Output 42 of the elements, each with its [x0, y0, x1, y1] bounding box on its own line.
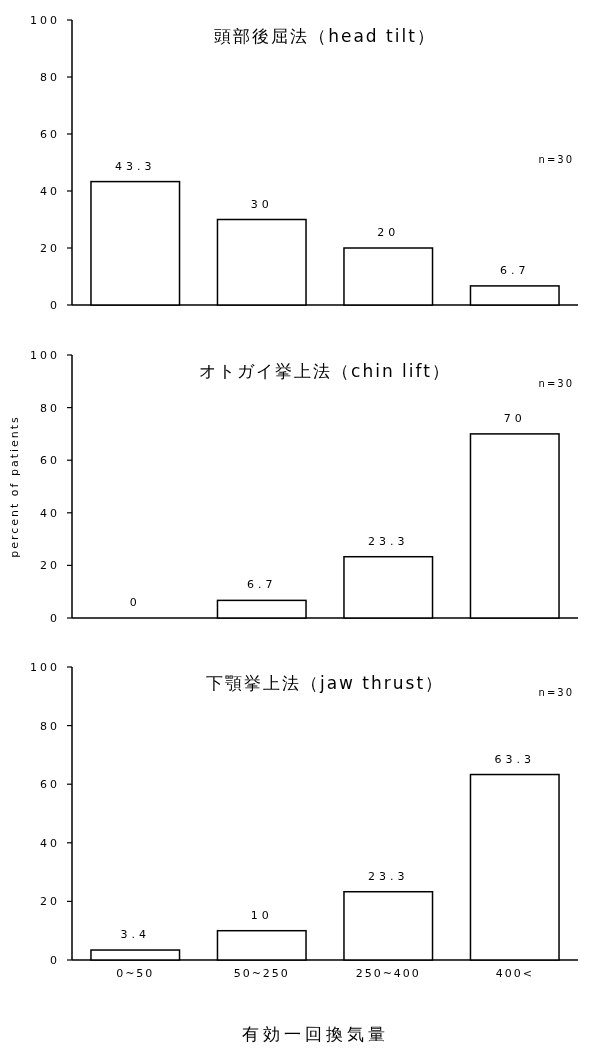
data-label: 23.3 [368, 534, 409, 548]
y-tick-label: 0 [50, 612, 60, 625]
y-tick-label: 100 [30, 349, 60, 362]
chart-title: オトガイ挙上法（chin lift） [199, 361, 451, 381]
x-tick-label: 250~400 [355, 967, 421, 980]
data-label: 20 [377, 226, 400, 239]
annotation: n=30 [538, 377, 574, 389]
y-tick-label: 20 [40, 895, 60, 909]
y-tick-label: 80 [40, 401, 60, 415]
data-label: 6.7 [500, 263, 530, 277]
data-label: 6.7 [247, 578, 277, 592]
y-tick-label: 20 [40, 242, 60, 255]
chart-title: 頭部後屈法（head tilt） [214, 26, 436, 46]
y-tick-label: 60 [40, 778, 60, 792]
annotation: n=30 [538, 687, 574, 699]
y-tick-label: 40 [40, 185, 60, 198]
x-axis-title: 有効一回換気量 [241, 1024, 389, 1044]
y-tick-label: 40 [40, 836, 60, 850]
data-label: 30 [250, 197, 273, 211]
y-tick-label: 60 [40, 454, 60, 468]
x-tick-label: 0~50 [116, 967, 155, 980]
chart-title: 下顎挙上法（jaw thrust） [205, 673, 445, 693]
y-tick-label: 80 [40, 719, 60, 733]
y-tick-label: 40 [40, 506, 60, 520]
y-tick-label: 20 [40, 559, 60, 573]
data-label: 10 [250, 908, 273, 922]
y-tick-label: 80 [40, 71, 60, 84]
data-label: 0 [129, 596, 141, 609]
data-label: 23.3 [368, 869, 409, 883]
y-tick-label: 0 [50, 299, 60, 312]
data-label: 63.3 [494, 752, 535, 766]
x-tick-label: 400< [495, 967, 534, 980]
y-tick-label: 100 [30, 14, 60, 27]
y-tick-label: 0 [50, 954, 60, 967]
x-tick-label: 50~250 [233, 967, 290, 980]
data-label: 43.3 [115, 159, 156, 173]
data-label: 3.4 [120, 928, 150, 942]
y-tick-label: 100 [30, 661, 60, 674]
y-axis-title: percent of patients [8, 415, 21, 558]
y-tick-label: 60 [40, 128, 60, 141]
data-label: 70 [503, 411, 526, 425]
annotation: n=30 [538, 153, 574, 165]
